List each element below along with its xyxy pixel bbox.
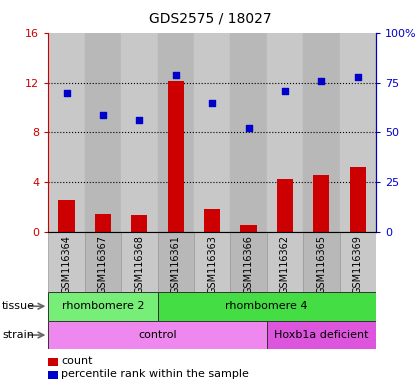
Text: GSM116364: GSM116364: [61, 235, 71, 294]
Text: GSM116363: GSM116363: [207, 235, 217, 294]
Point: [281, 88, 288, 94]
Bar: [230, 232, 267, 292]
Text: GSM116362: GSM116362: [280, 235, 290, 294]
Bar: [267, 232, 303, 292]
Bar: [240, 225, 257, 232]
Bar: [95, 214, 111, 232]
Text: control: control: [138, 330, 177, 340]
Bar: [48, 321, 267, 349]
Text: GSM116361: GSM116361: [171, 235, 181, 294]
Bar: [121, 33, 158, 232]
Bar: [158, 292, 376, 321]
Bar: [339, 232, 376, 292]
Bar: [313, 175, 330, 232]
Text: rhombomere 2: rhombomere 2: [62, 301, 144, 311]
Point: [63, 89, 70, 96]
Text: rhombomere 4: rhombomere 4: [226, 301, 308, 311]
Point: [209, 99, 215, 106]
Text: GSM116366: GSM116366: [244, 235, 254, 294]
Point: [100, 111, 106, 118]
Point: [172, 71, 179, 78]
Bar: [58, 200, 75, 232]
Point: [245, 126, 252, 132]
Bar: [48, 292, 158, 321]
Bar: [303, 232, 339, 292]
Bar: [303, 33, 339, 232]
Bar: [204, 209, 221, 232]
Bar: [168, 81, 184, 232]
Text: GSM116367: GSM116367: [98, 235, 108, 294]
Bar: [267, 33, 303, 232]
Text: count: count: [61, 356, 92, 366]
Text: GSM116365: GSM116365: [316, 235, 326, 294]
Bar: [48, 33, 85, 232]
Point: [318, 78, 325, 84]
Text: tissue: tissue: [2, 301, 35, 311]
Bar: [85, 232, 121, 292]
Bar: [339, 33, 376, 232]
Text: GDS2575 / 18027: GDS2575 / 18027: [149, 12, 271, 25]
Bar: [131, 215, 147, 232]
Point: [136, 118, 143, 124]
Bar: [349, 167, 366, 232]
Bar: [277, 179, 293, 232]
Text: GSM116368: GSM116368: [134, 235, 144, 294]
Bar: [48, 232, 85, 292]
Bar: [158, 232, 194, 292]
Bar: [85, 33, 121, 232]
Text: strain: strain: [2, 330, 34, 340]
Point: [354, 73, 361, 79]
Bar: [121, 232, 158, 292]
Bar: [230, 33, 267, 232]
Text: Hoxb1a deficient: Hoxb1a deficient: [274, 330, 369, 340]
Text: GSM116369: GSM116369: [353, 235, 363, 294]
Text: percentile rank within the sample: percentile rank within the sample: [61, 369, 249, 379]
Bar: [158, 33, 194, 232]
Bar: [267, 321, 376, 349]
Bar: [194, 33, 230, 232]
Bar: [194, 232, 230, 292]
